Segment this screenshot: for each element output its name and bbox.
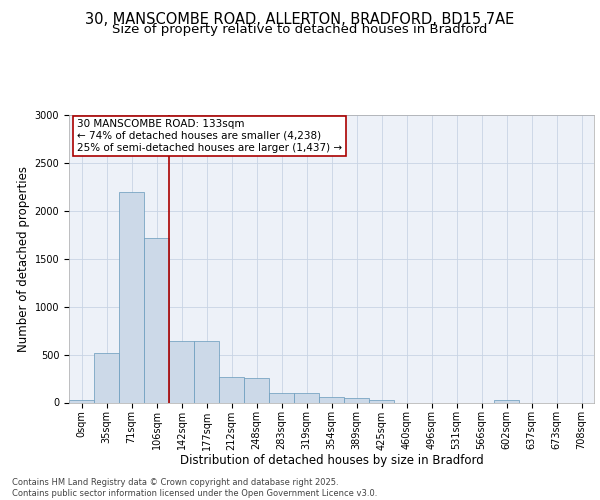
Bar [494, 400, 519, 402]
Text: 30, MANSCOMBE ROAD, ALLERTON, BRADFORD, BD15 7AE: 30, MANSCOMBE ROAD, ALLERTON, BRADFORD, … [85, 12, 515, 28]
Text: Contains HM Land Registry data © Crown copyright and database right 2025.
Contai: Contains HM Land Registry data © Crown c… [12, 478, 377, 498]
Text: Size of property relative to detached houses in Bradford: Size of property relative to detached ho… [112, 23, 488, 36]
Bar [319, 397, 344, 402]
Bar [169, 341, 194, 402]
Bar [294, 393, 319, 402]
Bar [94, 352, 119, 403]
Text: 30 MANSCOMBE ROAD: 133sqm
← 74% of detached houses are smaller (4,238)
25% of se: 30 MANSCOMBE ROAD: 133sqm ← 74% of detac… [77, 120, 342, 152]
Y-axis label: Number of detached properties: Number of detached properties [17, 166, 31, 352]
Bar [219, 376, 244, 402]
Bar [194, 341, 219, 402]
Bar [344, 398, 369, 402]
Bar [244, 378, 269, 402]
X-axis label: Distribution of detached houses by size in Bradford: Distribution of detached houses by size … [179, 454, 484, 466]
Bar [69, 400, 94, 402]
Bar [369, 400, 394, 402]
Bar [269, 393, 294, 402]
Bar [119, 192, 144, 402]
Bar [144, 238, 169, 402]
